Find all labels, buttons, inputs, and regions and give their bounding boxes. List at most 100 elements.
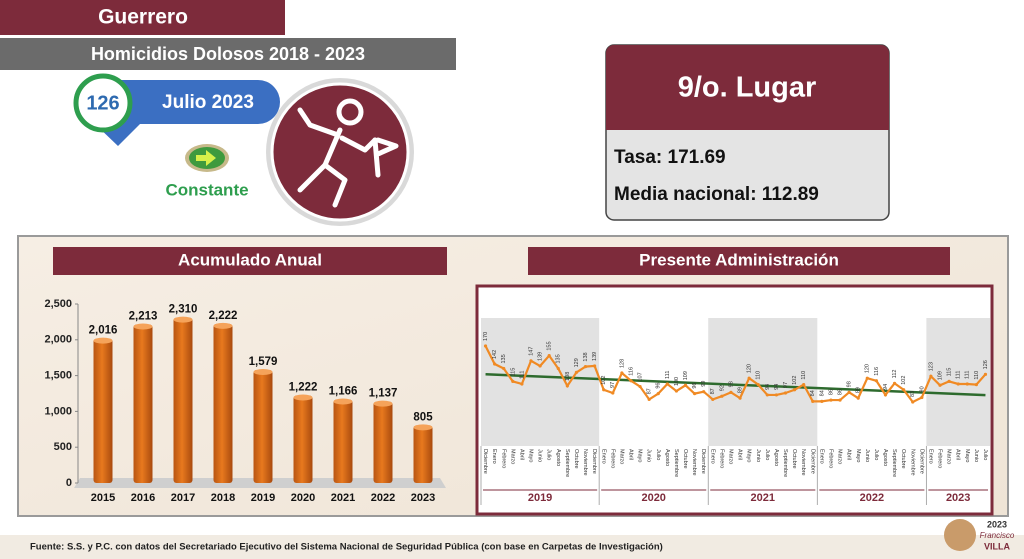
value-label: 147 xyxy=(528,347,534,356)
y-tick-label: 2,000 xyxy=(44,334,72,346)
point xyxy=(792,388,797,392)
point xyxy=(756,383,760,387)
x-tick-label: Octubre xyxy=(682,449,688,469)
value-label: 170 xyxy=(483,332,489,341)
value-label: 97 xyxy=(610,382,616,388)
x-tick-label: Julio xyxy=(546,449,552,460)
point xyxy=(620,371,624,375)
logo-surname: VILLA xyxy=(984,541,1010,551)
x-tick-label: Febrero xyxy=(500,449,506,468)
bar-cap xyxy=(93,337,113,344)
x-tick-label: Noviembre xyxy=(691,449,697,476)
point xyxy=(829,398,833,402)
point xyxy=(556,366,560,371)
value-label: 2,016 xyxy=(89,325,118,337)
count-circle xyxy=(73,73,133,133)
x-tick-label: Marzo xyxy=(728,449,734,464)
x-tick-label: 2017 xyxy=(171,492,195,504)
x-tick-label: Febrero xyxy=(827,449,833,468)
value-label: 111 xyxy=(519,371,525,379)
year-label: 2020 xyxy=(641,492,665,504)
value-label: 111 xyxy=(665,371,671,379)
value-label: 102 xyxy=(792,376,798,385)
value-label: 111 xyxy=(956,371,962,379)
x-tick-label: Julio xyxy=(655,449,661,460)
value-label: 116 xyxy=(874,367,880,376)
value-label: 89 xyxy=(737,387,743,393)
value-label: 96 xyxy=(656,383,662,389)
x-tick-label: Enero xyxy=(600,449,606,464)
point xyxy=(892,381,897,385)
point xyxy=(483,344,488,348)
point xyxy=(947,379,951,384)
value-label: 2,213 xyxy=(129,311,158,323)
point xyxy=(729,390,733,394)
value-label: 99 xyxy=(701,381,707,387)
value-label: 139 xyxy=(592,352,598,361)
bar xyxy=(253,369,273,483)
bar xyxy=(173,317,193,483)
x-tick-label: Diciembre xyxy=(809,449,815,474)
bar-cap xyxy=(213,322,233,329)
x-tick-label: 2020 xyxy=(291,492,315,504)
point xyxy=(856,396,860,400)
point xyxy=(629,379,633,383)
year-label: 2023 xyxy=(946,492,970,504)
value-label: 96 xyxy=(692,383,698,389)
x-tick-label: Septiembre xyxy=(782,449,788,477)
value-label: 1,579 xyxy=(249,356,278,368)
value-label: 86 xyxy=(837,389,843,395)
value-label: 86 xyxy=(828,389,834,395)
bar-cap xyxy=(253,368,273,375)
point xyxy=(802,383,806,387)
rank-title: 9/o. Lugar xyxy=(678,72,817,104)
x-tick-label: 2021 xyxy=(331,492,355,504)
point xyxy=(874,379,878,383)
year-label: 2021 xyxy=(751,492,775,504)
x-tick-label: Mayo xyxy=(528,449,534,462)
x-tick-label: Abril xyxy=(518,449,524,460)
x-tick-label: Julio xyxy=(764,449,770,460)
point xyxy=(820,399,824,403)
source: Fuente: S.S. y P.C. con datos del Secret… xyxy=(30,542,663,553)
value-label: 155 xyxy=(547,341,553,350)
bar-cap xyxy=(373,400,393,407)
value-label: 2,310 xyxy=(169,304,198,316)
x-tick-label: Junio xyxy=(973,449,979,462)
x-tick-label: Junio xyxy=(864,449,870,462)
value-label: 138 xyxy=(583,352,589,361)
x-tick-label: Noviembre xyxy=(800,449,806,476)
x-tick-label: Mayo xyxy=(746,449,752,462)
value-label: 110 xyxy=(756,371,762,380)
point xyxy=(602,388,606,392)
value-label: 120 xyxy=(747,364,753,373)
logo-name: Francisco xyxy=(980,531,1015,540)
value-label: 109 xyxy=(683,371,689,380)
value-label: 115 xyxy=(947,368,953,377)
count: 126 xyxy=(86,92,119,114)
value-label: 110 xyxy=(801,371,807,380)
value-label: 135 xyxy=(556,354,562,363)
point xyxy=(865,376,869,380)
x-tick-label: Enero xyxy=(709,449,715,464)
bar-cap xyxy=(173,316,193,323)
rate: Tasa: 171.69 xyxy=(614,147,726,168)
point xyxy=(702,390,706,394)
point xyxy=(929,374,933,378)
x-tick-label: Enero xyxy=(491,449,497,464)
point xyxy=(547,354,551,358)
period-pill xyxy=(95,80,280,124)
x-tick-label: Octubre xyxy=(573,449,579,469)
bar-cap xyxy=(133,323,153,330)
x-tick-label: Abril xyxy=(737,449,743,460)
value-label: 87 xyxy=(647,388,653,394)
bar-cap xyxy=(333,398,353,405)
x-tick-label: Septiembre xyxy=(564,449,570,477)
value-label: 135 xyxy=(501,354,507,363)
point xyxy=(974,383,978,387)
point xyxy=(902,388,906,392)
y-tick-label: 1,500 xyxy=(44,370,72,382)
point xyxy=(574,370,579,374)
value-label: 98 xyxy=(728,381,734,387)
